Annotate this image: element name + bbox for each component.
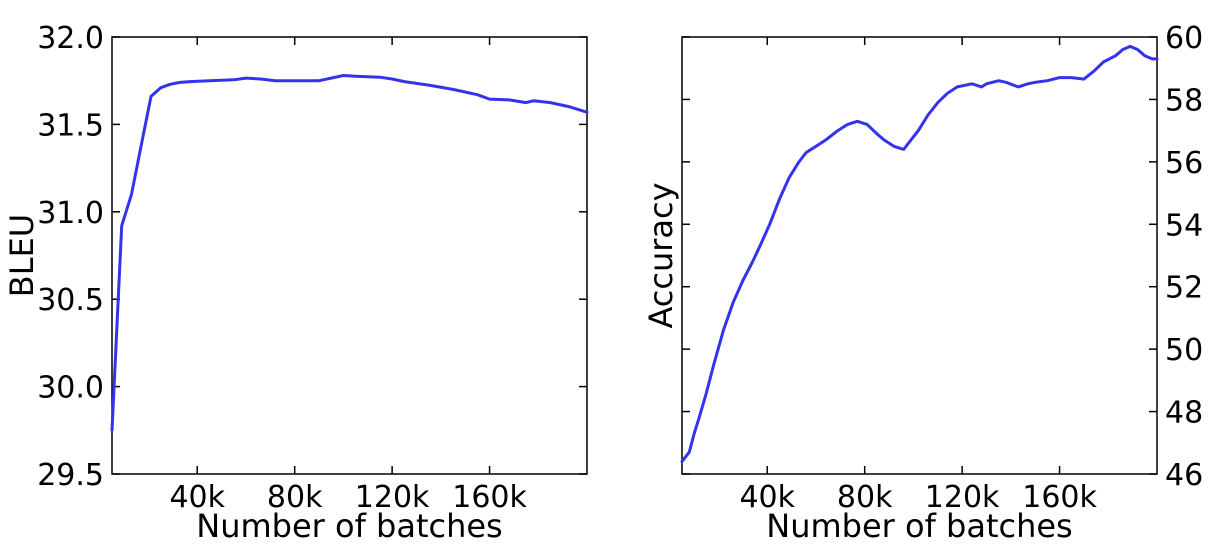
bleu-x-tick-label: 80k — [267, 480, 323, 515]
accuracy-y-tick-label: 60 — [1165, 21, 1203, 56]
bleu-x-tick-label: 160k — [452, 480, 527, 515]
bleu-y-tick-label: 30.0 — [37, 371, 104, 406]
bleu-x-tick-label: 40k — [169, 480, 225, 515]
bleu-y-tick-label: 29.5 — [37, 458, 104, 493]
bleu-x-axis-label: Number of batches — [196, 507, 502, 545]
bleu-chart: 40k 80k 120k 160k 29.5 30.0 30.5 31.0 31.5 32.0 Nu… — [3, 21, 589, 545]
accuracy-y-tick-label: 52 — [1165, 271, 1203, 306]
accuracy-x-tick-label: 80k — [837, 480, 893, 515]
bleu-y-tick-label: 32.0 — [37, 21, 104, 56]
accuracy-plot-frame — [681, 36, 1158, 475]
accuracy-y-axis-label: Accuracy — [642, 182, 680, 328]
accuracy-y-tick-label: 46 — [1165, 458, 1203, 493]
accuracy-y-tick-label: 50 — [1165, 333, 1203, 368]
bleu-y-tick-label: 30.5 — [37, 283, 104, 318]
bleu-y-tick-label: 31.0 — [37, 196, 104, 231]
accuracy-x-axis-label: Number of batches — [766, 507, 1072, 545]
accuracy-y-tick-label: 58 — [1165, 83, 1203, 118]
accuracy-x-tick-label: 40k — [739, 480, 795, 515]
accuracy-x-tick-label: 160k — [1022, 480, 1097, 515]
bleu-x-tick-label: 120k — [355, 480, 430, 515]
accuracy-x-tick-label: 120k — [925, 480, 1000, 515]
bleu-plot-frame — [111, 36, 588, 475]
bleu-y-tick-label: 31.5 — [37, 108, 104, 143]
bleu-y-axis-label: BLEU — [3, 214, 41, 297]
accuracy-series-line — [680, 44, 1159, 463]
accuracy-y-tick-label: 56 — [1165, 146, 1203, 181]
bleu-series-line — [110, 74, 589, 432]
accuracy-y-tick-label: 48 — [1165, 396, 1203, 431]
accuracy-y-tick-label: 54 — [1165, 208, 1203, 243]
accuracy-chart: 40k 80k 120k 160k 46 48 50 52 54 56 58 60 Number of … — [642, 21, 1203, 545]
